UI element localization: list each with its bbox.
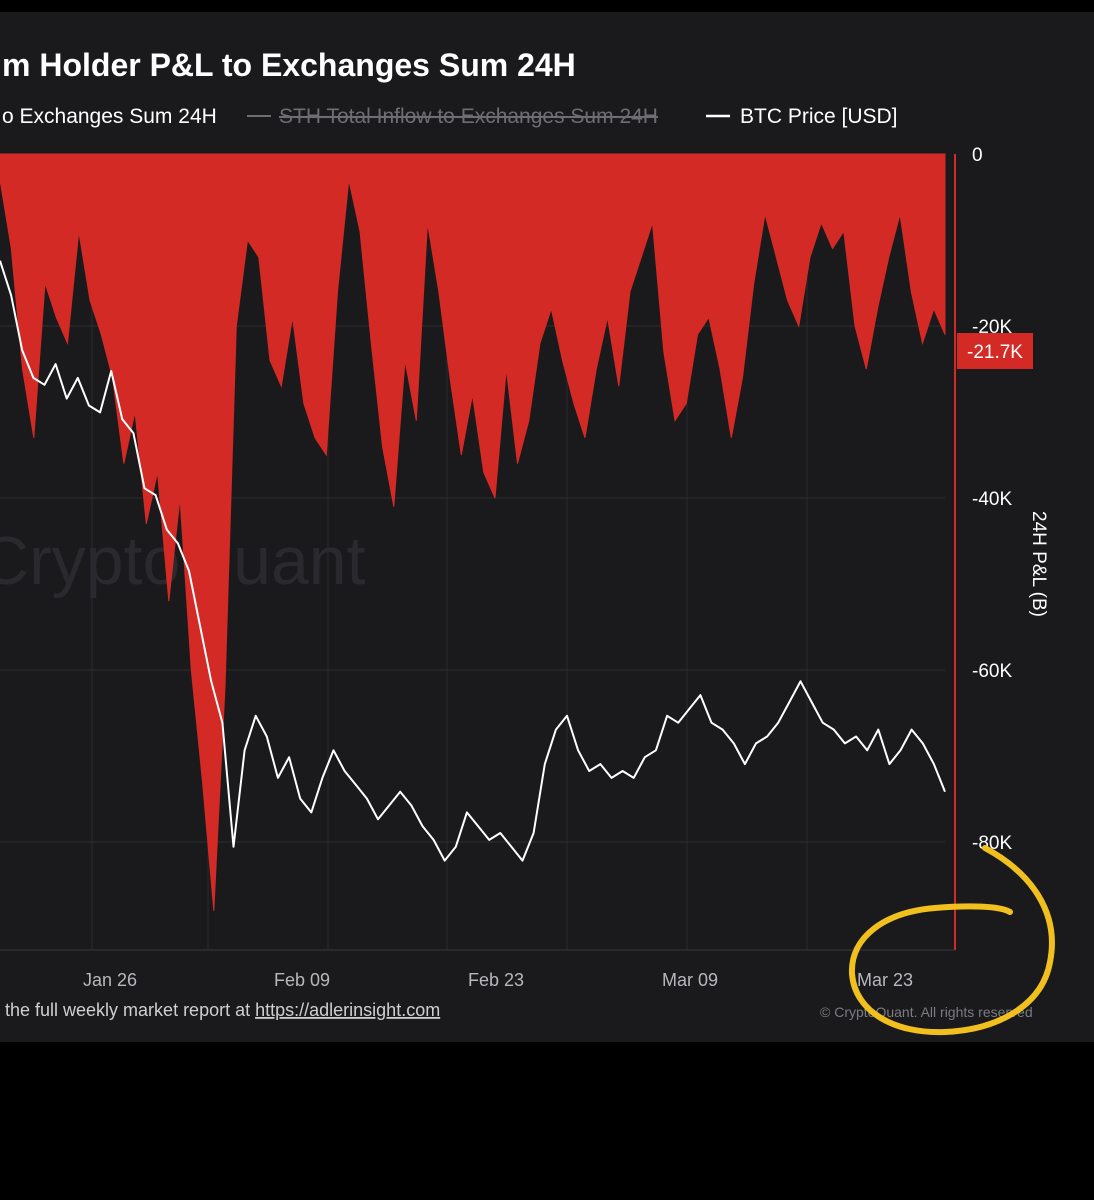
y-axis: 0-20K-40K-60K-80K	[0, 145, 1012, 951]
legend-item-sth[interactable]: STH Total Inflow to Exchanges Sum 24H	[279, 105, 658, 128]
y-axis-title: 24H P&L (B)	[1028, 511, 1049, 617]
legend-item-btc[interactable]: BTC Price [USD]	[740, 105, 898, 128]
current-value-label: -21.7K	[967, 342, 1023, 363]
x-tick-label: Jan 26	[83, 970, 137, 990]
x-tick-label: Feb 23	[468, 970, 524, 990]
hand-drawn-circle-annotation	[848, 845, 1055, 1036]
footer-link[interactable]: https://adlerinsight.com	[255, 1000, 440, 1020]
y-tick-label: -20K	[972, 317, 1012, 338]
btc-price-series	[0, 260, 946, 862]
y-tick-label: 0	[972, 145, 983, 166]
legend-item-pl[interactable]: o Exchanges Sum 24H	[2, 105, 217, 128]
btc-price-line	[0, 260, 946, 862]
x-axis: Jan 26 Feb 09 Feb 23 Mar 09 Mar 23	[83, 970, 913, 990]
y-tick-label: -40K	[972, 489, 1012, 510]
current-value-bg	[957, 333, 1033, 369]
chart-title: m Holder P&L to Exchanges Sum 24H	[2, 47, 576, 83]
x-tick-label: Feb 09	[274, 970, 330, 990]
legend: o Exchanges Sum 24H STH Total Inflow to …	[2, 105, 898, 128]
x-tick-label: Mar 23	[857, 970, 913, 990]
pl-area	[0, 153, 946, 911]
footer-text: the full weekly market report at	[5, 1000, 255, 1020]
current-value-badge: -21.7K	[957, 333, 1033, 369]
pl-area-series	[0, 153, 946, 911]
chart-canvas: m Holder P&L to Exchanges Sum 24H o Exch…	[0, 47, 1055, 1036]
chart-panel: m Holder P&L to Exchanges Sum 24H o Exch…	[0, 12, 1094, 1042]
y-tick-label: -60K	[972, 661, 1012, 682]
footer: the full weekly market report at https:/…	[5, 1000, 440, 1020]
x-tick-label: Mar 09	[662, 970, 718, 990]
